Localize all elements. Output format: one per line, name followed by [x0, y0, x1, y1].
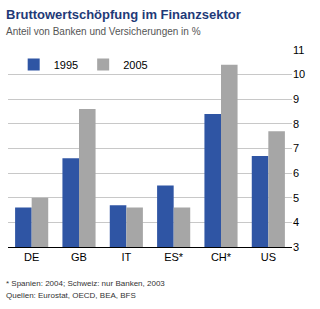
- svg-text:11: 11: [293, 44, 304, 56]
- svg-text:CH*: CH*: [211, 251, 232, 263]
- svg-text:4: 4: [293, 216, 299, 228]
- svg-text:8: 8: [293, 118, 299, 130]
- svg-text:GB: GB: [71, 251, 87, 263]
- svg-text:1995: 1995: [54, 59, 78, 71]
- svg-text:Bruttowertschöpfung im Finanzs: Bruttowertschöpfung im Finanzsektor: [6, 7, 241, 22]
- svg-text:Anteil von Banken und Versiche: Anteil von Banken und Versicherungen in …: [6, 26, 201, 37]
- svg-text:7: 7: [293, 142, 299, 154]
- svg-text:IT: IT: [121, 251, 131, 263]
- svg-text:ES*: ES*: [164, 251, 184, 263]
- svg-text:US: US: [261, 251, 276, 263]
- svg-text:6: 6: [293, 167, 299, 179]
- svg-text:2005: 2005: [123, 59, 147, 71]
- svg-text:9: 9: [293, 93, 299, 105]
- svg-text:DE: DE: [24, 251, 39, 263]
- svg-text:3: 3: [293, 241, 299, 253]
- svg-text:10: 10: [293, 68, 305, 80]
- svg-text:* Spanien: 2004; Schweiz: nur: * Spanien: 2004; Schweiz: nur Banken, 20…: [6, 279, 165, 288]
- svg-text:5: 5: [293, 192, 299, 204]
- svg-text:Quellen: Eurostat, OECD, BEA,: Quellen: Eurostat, OECD, BEA, BFS: [6, 291, 136, 300]
